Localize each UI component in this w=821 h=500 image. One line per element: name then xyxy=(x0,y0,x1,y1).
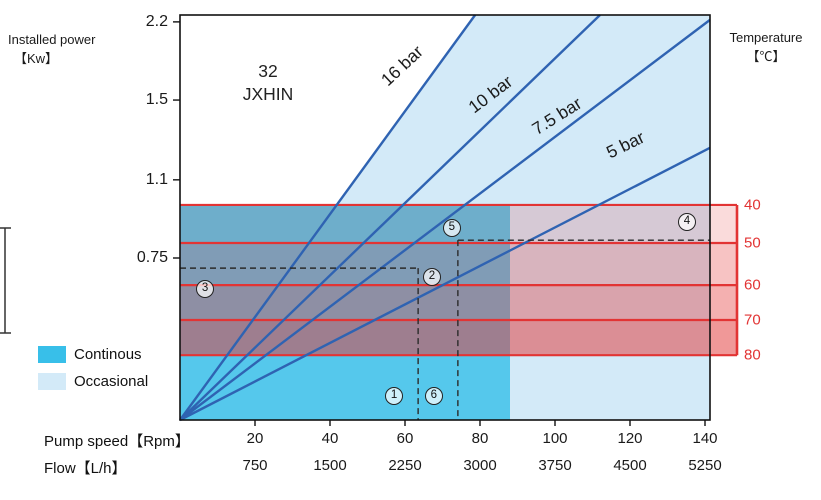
flow-tick-5250: 5250 xyxy=(688,457,722,474)
occasional-swatch xyxy=(38,373,66,390)
y-axis-tick-2.2: 2.2 xyxy=(145,12,168,30)
plot-border xyxy=(179,14,711,421)
pressure-line-5-bar xyxy=(179,146,711,422)
chart-title-line2: JXHIN xyxy=(242,84,294,105)
flow-tick-4500: 4500 xyxy=(613,457,647,474)
continous-swatch xyxy=(38,346,66,363)
flow-tick-3000: 3000 xyxy=(463,457,497,474)
y-axis-tick-1.5: 1.5 xyxy=(145,91,168,109)
flow-tick-3750: 3750 xyxy=(538,457,572,474)
x-axis-label-speed: Pump speed【Rpm】 xyxy=(44,433,190,450)
legend-item-occasional: Occasional xyxy=(38,373,148,390)
continous-region xyxy=(180,204,510,420)
chart-title-line1: 32 xyxy=(258,61,278,81)
occasional-label: Occasional xyxy=(74,373,149,390)
temp-tick-60: 60 xyxy=(744,276,761,294)
left-axis-title: Installed power 【Kw】 xyxy=(8,31,95,69)
pressure-label-16-bar: 16 bar xyxy=(377,41,427,90)
flow-tick-1500: 1500 xyxy=(313,457,347,474)
flow-tick-2250: 2250 xyxy=(388,457,422,474)
y-axis-tick-1.1: 1.1 xyxy=(145,170,168,188)
speed-tick-60: 60 xyxy=(396,430,414,447)
right-axis-title: Temperature 【℃】 xyxy=(718,29,814,67)
annotation-circle-5: 5 xyxy=(442,219,461,238)
x-axis-label-flow: Flow【L/h】 xyxy=(44,460,127,477)
speed-tick-120: 120 xyxy=(617,430,643,447)
speed-tick-100: 100 xyxy=(542,430,568,447)
annotation-circle-1: 1 xyxy=(385,387,404,406)
y-axis-tick-0.75: 0.75 xyxy=(136,249,168,266)
legend: Continous Occasional xyxy=(38,346,148,400)
speed-tick-140: 140 xyxy=(692,430,718,447)
left-axis-title-line1: Installed power xyxy=(8,32,96,47)
temp-tick-40: 40 xyxy=(744,196,761,214)
temp-tick-80: 80 xyxy=(744,346,761,364)
left-axis-title-line2: 【Kw】 xyxy=(14,50,59,66)
annotation-circle-4: 4 xyxy=(678,212,696,231)
flow-tick-750: 750 xyxy=(242,457,268,474)
annotation-circle-3: 3 xyxy=(196,280,215,299)
annotation-circle-6: 6 xyxy=(424,387,443,406)
pressure-line-10-bar xyxy=(179,14,601,421)
speed-tick-80: 80 xyxy=(471,430,489,447)
right-axis-title-line2: 【℃】 xyxy=(746,48,786,64)
pressure-line-7.5-bar xyxy=(179,18,711,421)
continous-label: Continous xyxy=(74,346,142,363)
temp-tick-70: 70 xyxy=(744,311,761,329)
temp-tick-50: 50 xyxy=(744,234,761,252)
pressure-line-16-bar xyxy=(179,14,477,421)
speed-tick-40: 40 xyxy=(321,430,339,447)
speed-tick-20: 20 xyxy=(246,430,264,447)
annotation-circle-2: 2 xyxy=(423,268,441,287)
legend-item-continous: Continous xyxy=(38,346,148,363)
right-axis-title-line1: Temperature xyxy=(729,30,803,45)
chart-title: 32 JXHIN xyxy=(207,60,329,106)
